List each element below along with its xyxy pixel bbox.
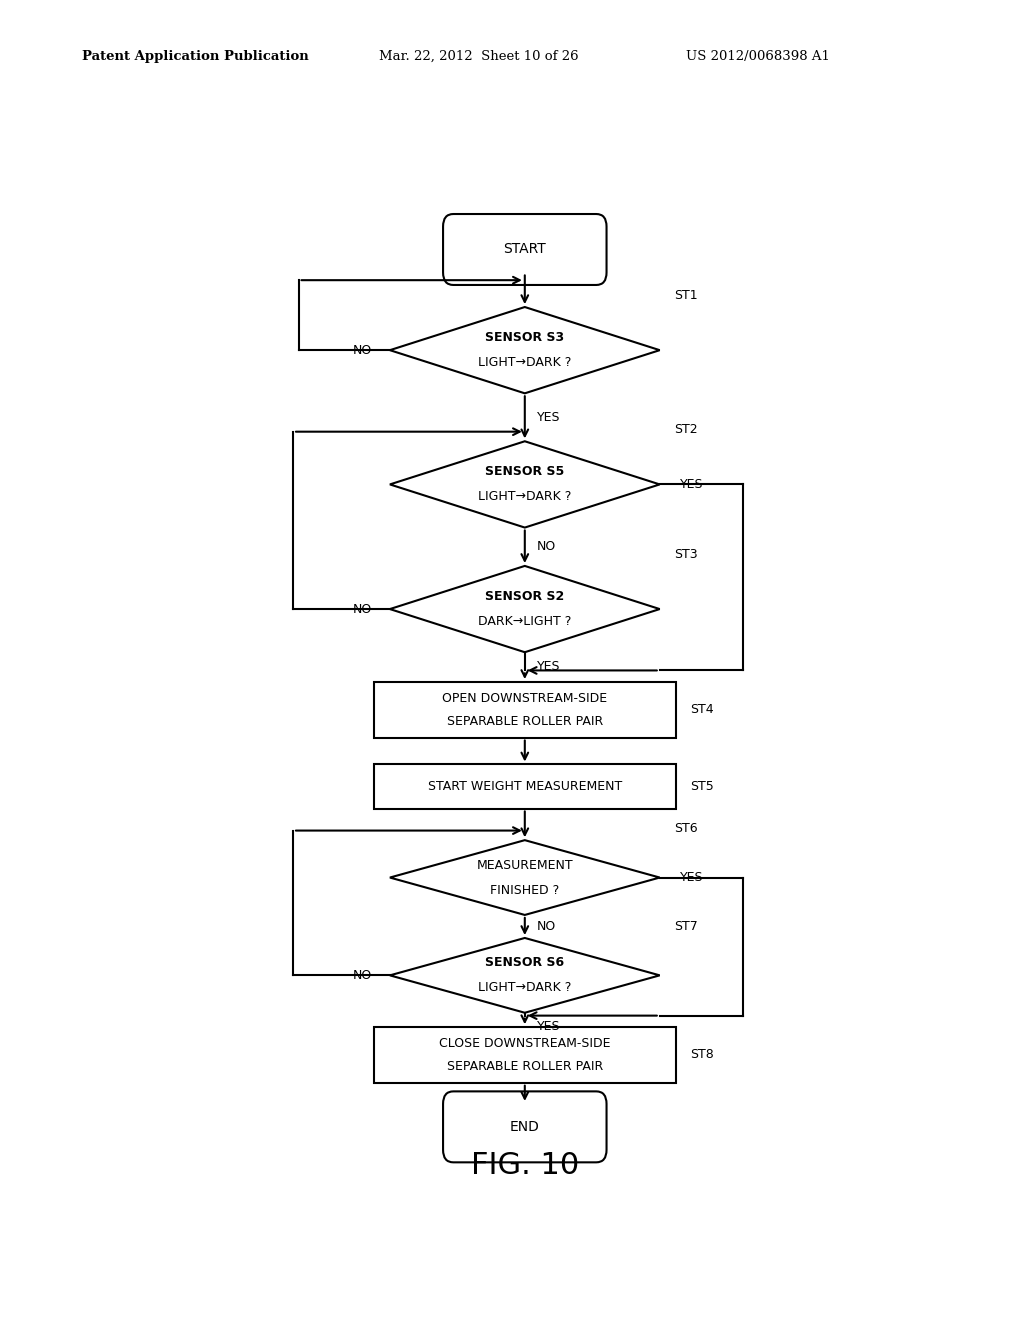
Text: NO: NO: [352, 969, 372, 982]
Text: END: END: [510, 1119, 540, 1134]
Text: LIGHT→DARK ?: LIGHT→DARK ?: [478, 981, 571, 994]
FancyBboxPatch shape: [443, 1092, 606, 1163]
Text: ST5: ST5: [690, 780, 714, 793]
Text: ST7: ST7: [674, 920, 697, 933]
Text: SEPARABLE ROLLER PAIR: SEPARABLE ROLLER PAIR: [446, 714, 603, 727]
Text: NO: NO: [352, 343, 372, 356]
FancyBboxPatch shape: [443, 214, 606, 285]
Text: YES: YES: [537, 660, 560, 673]
Text: ST8: ST8: [690, 1048, 714, 1061]
Text: SEPARABLE ROLLER PAIR: SEPARABLE ROLLER PAIR: [446, 1060, 603, 1073]
Text: OPEN DOWNSTREAM-SIDE: OPEN DOWNSTREAM-SIDE: [442, 692, 607, 705]
Text: ST2: ST2: [674, 424, 697, 437]
Text: MEASUREMENT: MEASUREMENT: [476, 858, 573, 871]
Text: YES: YES: [537, 1020, 560, 1034]
Text: CLOSE DOWNSTREAM-SIDE: CLOSE DOWNSTREAM-SIDE: [439, 1038, 610, 1049]
Text: ST6: ST6: [674, 822, 697, 836]
Text: YES: YES: [537, 411, 560, 424]
Text: NO: NO: [352, 602, 372, 615]
Text: NO: NO: [537, 920, 556, 933]
Text: Mar. 22, 2012  Sheet 10 of 26: Mar. 22, 2012 Sheet 10 of 26: [379, 50, 579, 63]
Text: NO: NO: [537, 540, 556, 553]
Text: START: START: [504, 243, 546, 256]
Text: SENSOR S5: SENSOR S5: [485, 466, 564, 478]
Text: Patent Application Publication: Patent Application Publication: [82, 50, 308, 63]
Text: LIGHT→DARK ?: LIGHT→DARK ?: [478, 356, 571, 370]
Bar: [374, 1027, 676, 1082]
Text: ST4: ST4: [690, 704, 714, 717]
Bar: [374, 764, 676, 809]
Text: FIG. 10: FIG. 10: [471, 1151, 579, 1180]
Polygon shape: [390, 566, 659, 652]
Text: SENSOR S3: SENSOR S3: [485, 331, 564, 345]
Text: FINISHED ?: FINISHED ?: [490, 883, 559, 896]
Text: ST3: ST3: [674, 548, 697, 561]
Text: ST1: ST1: [674, 289, 697, 302]
Polygon shape: [390, 308, 659, 393]
Text: LIGHT→DARK ?: LIGHT→DARK ?: [478, 491, 571, 503]
Text: DARK→LIGHT ?: DARK→LIGHT ?: [478, 615, 571, 628]
Text: YES: YES: [680, 478, 703, 491]
Text: SENSOR S2: SENSOR S2: [485, 590, 564, 603]
Polygon shape: [390, 441, 659, 528]
Text: US 2012/0068398 A1: US 2012/0068398 A1: [686, 50, 830, 63]
Bar: [374, 682, 676, 738]
Text: YES: YES: [680, 871, 703, 884]
Polygon shape: [390, 840, 659, 915]
Text: SENSOR S6: SENSOR S6: [485, 957, 564, 969]
Text: START WEIGHT MEASUREMENT: START WEIGHT MEASUREMENT: [428, 780, 622, 793]
Polygon shape: [390, 939, 659, 1012]
